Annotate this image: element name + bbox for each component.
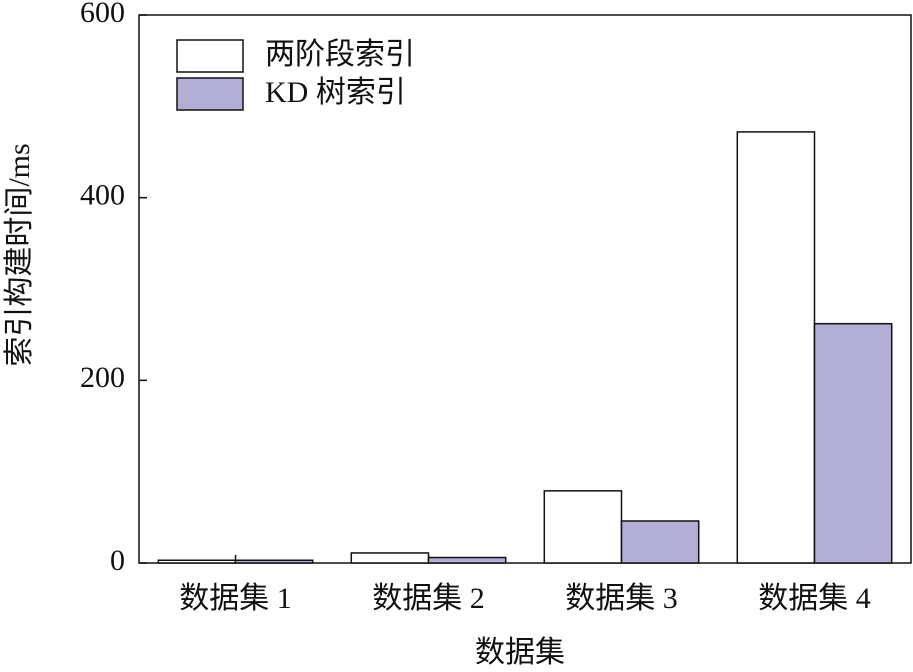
bar [427,556,507,564]
bar [620,520,700,564]
x-tick-label: 数据集 3 [565,582,678,615]
bar [350,552,430,564]
legend-swatch [176,39,244,73]
bar [736,131,816,564]
x-tick-label: 数据集 2 [372,582,485,615]
bar [157,559,237,564]
y-tick-label: 0 [110,544,125,577]
bar [813,322,893,564]
y-tick-label: 400 [80,179,125,212]
x-axis-label: 数据集 [475,636,565,669]
bar [234,559,314,564]
x-tick-label: 数据集 1 [179,582,292,615]
y-tick-label: 200 [80,361,125,394]
legend-swatch [176,77,244,111]
legend-label: KD 树索引 [265,76,406,109]
bar [543,490,623,564]
plot-frame [138,14,912,564]
x-tick-label: 数据集 4 [758,582,871,615]
y-tick-label: 600 [80,0,125,29]
y-axis-label: 索引构建时间/ms [3,143,36,366]
legend-label: 两阶段索引 [265,38,415,71]
